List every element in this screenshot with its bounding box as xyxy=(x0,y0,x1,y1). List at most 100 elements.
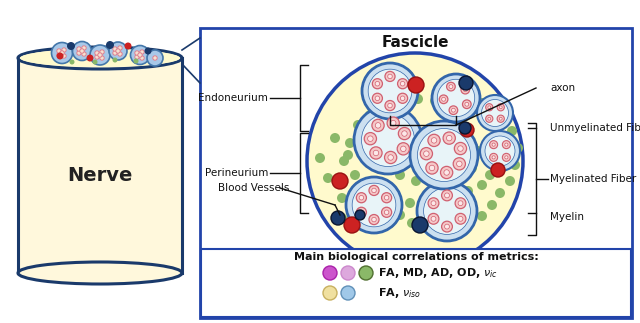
Text: FA, $\nu_{iso}$: FA, $\nu_{iso}$ xyxy=(378,286,421,300)
Circle shape xyxy=(147,50,163,66)
Circle shape xyxy=(70,59,74,65)
Circle shape xyxy=(491,163,505,177)
Circle shape xyxy=(407,218,417,228)
Circle shape xyxy=(134,58,138,64)
Circle shape xyxy=(487,200,497,210)
Circle shape xyxy=(377,180,387,190)
Circle shape xyxy=(145,47,152,55)
Circle shape xyxy=(60,51,64,55)
Circle shape xyxy=(95,55,99,59)
Circle shape xyxy=(447,82,455,91)
Circle shape xyxy=(463,186,473,196)
Circle shape xyxy=(332,173,348,189)
Circle shape xyxy=(86,55,93,61)
Circle shape xyxy=(113,47,117,51)
Circle shape xyxy=(486,104,493,111)
Circle shape xyxy=(480,131,520,171)
Circle shape xyxy=(459,122,471,134)
Circle shape xyxy=(390,190,400,200)
Circle shape xyxy=(421,200,431,210)
Circle shape xyxy=(113,57,118,62)
Circle shape xyxy=(497,115,504,122)
Circle shape xyxy=(339,156,349,166)
Circle shape xyxy=(429,165,435,171)
Text: Endoneurium: Endoneurium xyxy=(198,93,268,103)
Circle shape xyxy=(395,170,405,180)
Circle shape xyxy=(369,185,379,195)
Circle shape xyxy=(381,150,391,160)
Circle shape xyxy=(341,286,355,300)
Text: Nerve: Nerve xyxy=(67,166,132,185)
Circle shape xyxy=(135,55,140,59)
Circle shape xyxy=(395,210,405,220)
Circle shape xyxy=(433,140,443,150)
Circle shape xyxy=(116,49,120,53)
Circle shape xyxy=(387,117,399,129)
Circle shape xyxy=(397,143,410,155)
Text: Myelinated Fiber: Myelinated Fiber xyxy=(550,174,636,184)
Circle shape xyxy=(356,193,367,203)
Ellipse shape xyxy=(18,47,182,69)
Circle shape xyxy=(403,133,413,143)
Circle shape xyxy=(401,96,405,100)
Circle shape xyxy=(385,210,389,214)
Circle shape xyxy=(467,163,477,173)
FancyBboxPatch shape xyxy=(18,58,182,273)
Circle shape xyxy=(368,69,412,113)
Circle shape xyxy=(356,207,367,217)
Circle shape xyxy=(492,143,495,146)
Circle shape xyxy=(455,214,466,224)
Circle shape xyxy=(388,155,394,160)
Circle shape xyxy=(453,158,465,170)
Circle shape xyxy=(375,123,381,128)
Circle shape xyxy=(497,104,504,111)
Circle shape xyxy=(100,56,104,60)
Circle shape xyxy=(397,79,408,89)
Circle shape xyxy=(77,51,81,55)
Circle shape xyxy=(417,129,470,182)
Circle shape xyxy=(397,93,408,103)
Circle shape xyxy=(331,211,345,225)
Circle shape xyxy=(417,181,477,241)
FancyBboxPatch shape xyxy=(201,249,631,317)
Circle shape xyxy=(344,217,360,233)
Text: Perineurium: Perineurium xyxy=(205,168,268,178)
Circle shape xyxy=(442,190,452,201)
Circle shape xyxy=(460,123,474,137)
Circle shape xyxy=(499,117,502,120)
Circle shape xyxy=(424,151,429,156)
Circle shape xyxy=(477,95,513,131)
Circle shape xyxy=(488,117,491,120)
Circle shape xyxy=(106,41,114,49)
Circle shape xyxy=(426,162,438,174)
Circle shape xyxy=(499,106,502,109)
Circle shape xyxy=(370,146,380,156)
Circle shape xyxy=(372,217,376,222)
Circle shape xyxy=(505,156,508,159)
Circle shape xyxy=(445,224,449,229)
Text: Unmyelinated Fiber: Unmyelinated Fiber xyxy=(550,123,640,133)
Circle shape xyxy=(372,188,376,193)
Circle shape xyxy=(477,211,487,221)
Circle shape xyxy=(359,266,373,280)
Circle shape xyxy=(445,193,449,198)
Circle shape xyxy=(153,56,157,60)
Ellipse shape xyxy=(18,262,182,284)
Circle shape xyxy=(451,108,455,112)
Circle shape xyxy=(411,176,421,186)
Circle shape xyxy=(341,266,355,280)
Circle shape xyxy=(109,42,127,60)
Circle shape xyxy=(483,156,493,166)
Circle shape xyxy=(445,93,455,103)
Circle shape xyxy=(381,193,392,203)
Circle shape xyxy=(388,74,392,79)
Circle shape xyxy=(372,93,383,103)
Circle shape xyxy=(442,221,452,232)
Circle shape xyxy=(481,99,509,127)
Circle shape xyxy=(428,198,439,209)
Text: Myelin: Myelin xyxy=(550,212,584,222)
Circle shape xyxy=(454,142,467,155)
Circle shape xyxy=(138,53,142,57)
Circle shape xyxy=(449,106,458,115)
Circle shape xyxy=(490,141,498,149)
